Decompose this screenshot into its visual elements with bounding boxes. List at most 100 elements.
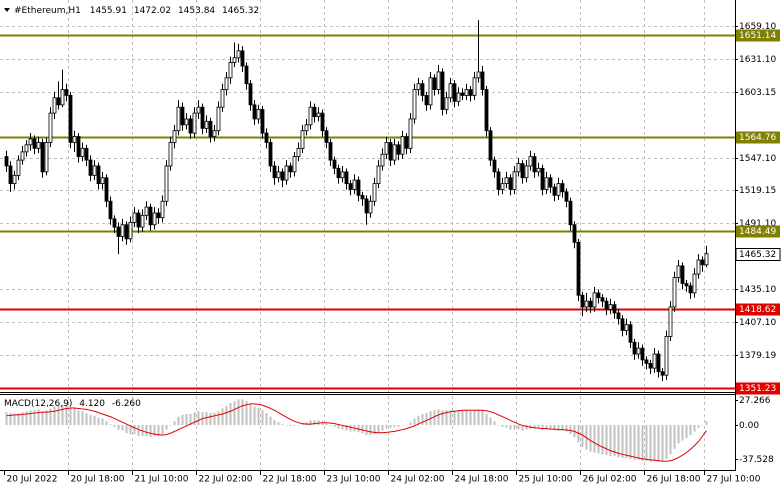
candle-body <box>512 171 517 190</box>
candle-body <box>400 136 405 155</box>
macd-bar <box>37 409 40 425</box>
macd-bar <box>333 424 336 427</box>
macd-bar <box>225 405 228 425</box>
macd-bar <box>9 413 12 425</box>
candle-body <box>592 292 597 308</box>
macd-bar <box>689 424 692 436</box>
candle-body <box>432 77 437 90</box>
candle-body <box>16 159 21 176</box>
macd-bar <box>549 424 552 430</box>
macd-bar <box>645 424 648 461</box>
candle-body <box>448 83 453 99</box>
chart-title: #Ethereum,H1 1455.91 1472.02 1453.84 146… <box>14 6 259 16</box>
macd-bar <box>273 420 276 425</box>
open-value: 1455.91 <box>90 6 127 16</box>
macd-bar <box>329 424 332 426</box>
candle-body <box>640 347 645 361</box>
candle-body <box>172 130 177 143</box>
candle-body <box>572 224 577 243</box>
macd-bar <box>113 424 116 427</box>
macd-bar <box>121 424 124 431</box>
candle-body <box>160 200 165 219</box>
candle-body <box>72 136 77 143</box>
candle-body <box>124 224 129 240</box>
macd-bar <box>569 424 572 435</box>
macd-bar <box>681 424 684 441</box>
menu-arrow[interactable] <box>4 8 10 12</box>
candle-body <box>584 300 589 308</box>
level-label-box <box>736 131 780 144</box>
candle-body <box>308 106 313 126</box>
macd-bar <box>553 424 556 431</box>
macd-bar <box>229 402 232 425</box>
candle-body <box>484 89 489 132</box>
macd-bar <box>41 411 44 425</box>
candle-body <box>196 106 201 114</box>
candle-body <box>376 165 381 185</box>
candle-body <box>64 89 69 96</box>
candle-body <box>4 156 9 167</box>
macd-bar <box>373 424 376 435</box>
macd-bar <box>693 424 696 432</box>
candle-body <box>688 285 693 294</box>
candle-body <box>224 77 229 90</box>
candle-body <box>248 83 253 106</box>
candle-body <box>648 363 653 369</box>
candle-body <box>88 159 93 176</box>
y-tick-label: 27.266 <box>739 396 771 406</box>
macd-bar <box>377 424 380 433</box>
candle-body <box>632 341 637 355</box>
x-tick-label: 22 Jul 02:00 <box>199 475 253 485</box>
candle-body <box>548 177 553 188</box>
macd-bar <box>117 424 120 430</box>
macd-bar <box>405 424 408 426</box>
macd-bar <box>701 424 704 426</box>
candle-body <box>368 200 373 214</box>
candle-body <box>436 71 441 90</box>
macd-bar <box>457 410 460 425</box>
macd-bar <box>593 424 596 453</box>
y-tick-label: 1407.10 <box>739 318 776 328</box>
candle-body <box>276 171 281 179</box>
candle-body <box>28 138 33 146</box>
y-tick-label: 1659.10 <box>739 22 776 32</box>
macd-bar <box>533 424 536 429</box>
y-tick-label: 1631.10 <box>739 55 776 65</box>
candle-body <box>84 147 89 161</box>
macd-bar <box>473 410 476 425</box>
candle-body <box>672 277 677 308</box>
candle-body <box>560 183 565 193</box>
macd-bar <box>289 424 292 426</box>
macd-bar <box>401 424 404 426</box>
macd-bar <box>501 424 504 427</box>
macd-bar <box>657 424 660 462</box>
candle-body <box>232 57 237 63</box>
x-tick-label: 26 Jul 18:00 <box>647 475 701 485</box>
macd-bar <box>61 404 64 425</box>
candle-body <box>348 183 353 190</box>
macd-bar <box>129 424 132 435</box>
x-tick-label: 26 Jul 02:00 <box>583 475 637 485</box>
x-tick-label: 23 Jul 10:00 <box>327 475 381 485</box>
macd-bar <box>697 424 700 428</box>
candle-body <box>204 120 209 129</box>
macd-bar <box>197 411 200 425</box>
close-value: 1465.32 <box>222 6 259 16</box>
macd-bar <box>277 422 280 425</box>
candle-body <box>272 165 277 179</box>
macd-bar <box>685 424 688 438</box>
candle-body <box>568 200 573 226</box>
macd-bar <box>57 405 60 425</box>
candle-body <box>40 142 45 173</box>
candle-body <box>676 265 681 279</box>
macd-bar <box>465 410 468 425</box>
macd-bar <box>245 401 248 425</box>
macd-bar <box>261 410 264 425</box>
macd-bar <box>249 403 252 425</box>
macd-bar <box>217 411 220 425</box>
level-label-box <box>736 303 780 316</box>
macd-bar <box>17 413 20 425</box>
candle-body <box>496 171 501 190</box>
macd-bar <box>345 424 348 431</box>
